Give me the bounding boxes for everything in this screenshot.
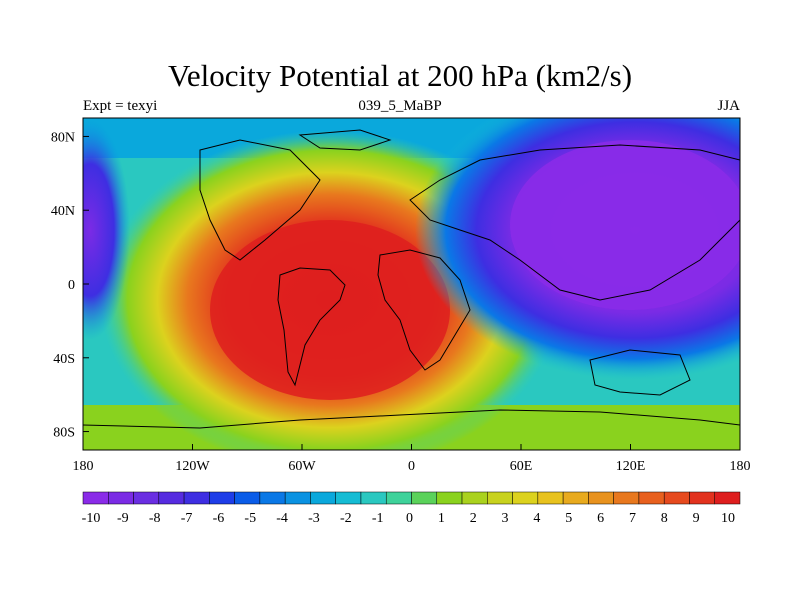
colorbar-label: -7	[181, 511, 193, 526]
contour-field	[83, 118, 740, 450]
colorbar-swatch	[360, 491, 387, 505]
colorbar-swatch	[663, 491, 690, 505]
x-tick-label: 180	[730, 459, 751, 474]
colorbar-label: -1	[372, 511, 384, 526]
season-label: JJA	[717, 98, 740, 114]
eurasia-coast	[409, 144, 740, 301]
colorbar-label: 0	[406, 511, 413, 526]
colorbar-swatch	[689, 491, 715, 505]
colorbar-swatch	[714, 491, 741, 505]
colorbar-swatch	[234, 491, 261, 505]
colorbar-swatch	[588, 491, 614, 505]
colorbar-label: -4	[276, 511, 288, 526]
latitude-ticks: 80N 40N 0 40S 80S	[51, 130, 89, 441]
colorbar-label: 4	[533, 511, 540, 526]
colorbar-label: -2	[340, 511, 352, 526]
colorbar-swatch	[436, 491, 463, 505]
colorbar: -10 -9 -8 -7 -6 -5 -4 -3 -2 -1 0 1 2 3 4 5 6 7 8 9 10	[82, 491, 741, 526]
africa-coast	[377, 249, 471, 371]
colorbar-label: -8	[149, 511, 161, 526]
y-tick-label: 80N	[51, 130, 75, 145]
colorbar-label: 5	[565, 511, 572, 526]
colorbar-swatch	[537, 491, 564, 505]
y-tick-label: 40S	[53, 352, 75, 367]
colorbar-swatch	[613, 491, 640, 505]
colorbar-label: -10	[82, 511, 101, 526]
greenland-coast	[298, 129, 392, 151]
x-tick-label: 60E	[510, 459, 533, 474]
colorbar-label: 2	[470, 511, 477, 526]
colorbar-swatch	[461, 491, 488, 505]
map-title: Velocity Potential at 200 hPa (km2/s)	[167, 58, 633, 93]
y-tick-label: 40N	[51, 204, 75, 219]
colorbar-label: 6	[597, 511, 604, 526]
colorbar-swatch	[108, 491, 134, 505]
x-tick-label: 180	[73, 459, 94, 474]
colorbar-swatch	[158, 491, 185, 505]
x-tick-label: 0	[408, 459, 415, 474]
colorbar-label: -3	[308, 511, 320, 526]
y-tick-label: 0	[68, 278, 75, 293]
colorbar-swatch	[259, 491, 286, 505]
colorbar-swatch	[487, 491, 513, 505]
colorbar-swatch	[82, 491, 109, 505]
colorbar-swatch	[310, 491, 336, 505]
colorbar-label: 1	[438, 511, 445, 526]
north-america-coast	[199, 139, 321, 261]
x-tick-label: 120E	[616, 459, 646, 474]
colorbar-swatch	[512, 491, 539, 505]
y-tick-label: 80S	[53, 426, 75, 441]
x-tick-label: 60W	[288, 459, 316, 474]
colorbar-label: 10	[721, 511, 735, 526]
south-america-coast	[277, 267, 346, 387]
colorbar-swatch	[411, 491, 438, 505]
colorbar-label: -5	[244, 511, 256, 526]
experiment-label: Expt = texyi	[83, 98, 158, 114]
colorbar-swatch	[284, 491, 311, 505]
colorbar-swatch	[562, 491, 589, 505]
colorbar-label: 9	[693, 511, 700, 526]
colorbar-swatch	[638, 491, 665, 505]
colorbar-swatch	[335, 491, 362, 505]
x-tick-label: 120W	[175, 459, 210, 474]
australia-coast	[589, 349, 691, 396]
colorbar-label: -9	[117, 511, 129, 526]
colorbar-swatch	[209, 491, 235, 505]
colorbar-label: 7	[629, 511, 636, 526]
colorbar-label: -6	[213, 511, 225, 526]
minimum-core	[510, 140, 740, 310]
colorbar-swatch	[133, 491, 160, 505]
colorbar-swatch	[183, 491, 210, 505]
colorbar-label: 3	[502, 511, 509, 526]
colorbar-swatch	[385, 491, 412, 505]
case-label: 039_5_MaBP	[358, 98, 442, 114]
western-minimum	[83, 120, 130, 340]
colorbar-label: 8	[661, 511, 668, 526]
antarctica-coast	[83, 409, 740, 429]
coastlines	[83, 129, 740, 429]
longitude-ticks: 180 120W 60W 0 60E 120E 180	[73, 444, 751, 474]
